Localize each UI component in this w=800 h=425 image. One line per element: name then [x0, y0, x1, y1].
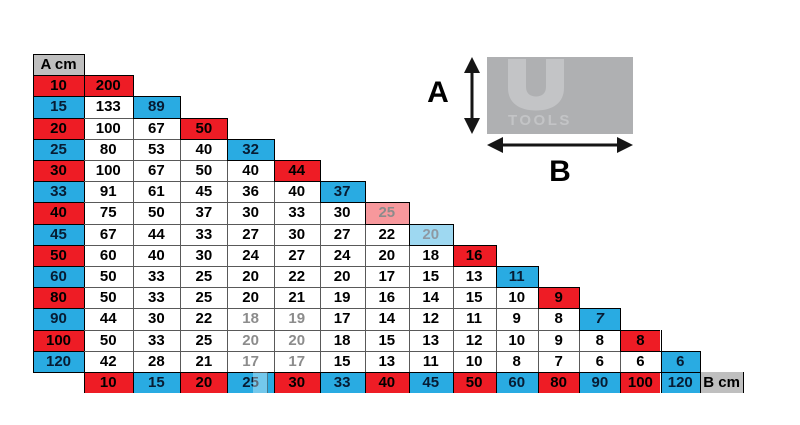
svg-text:TOOLS: TOOLS	[508, 112, 572, 129]
